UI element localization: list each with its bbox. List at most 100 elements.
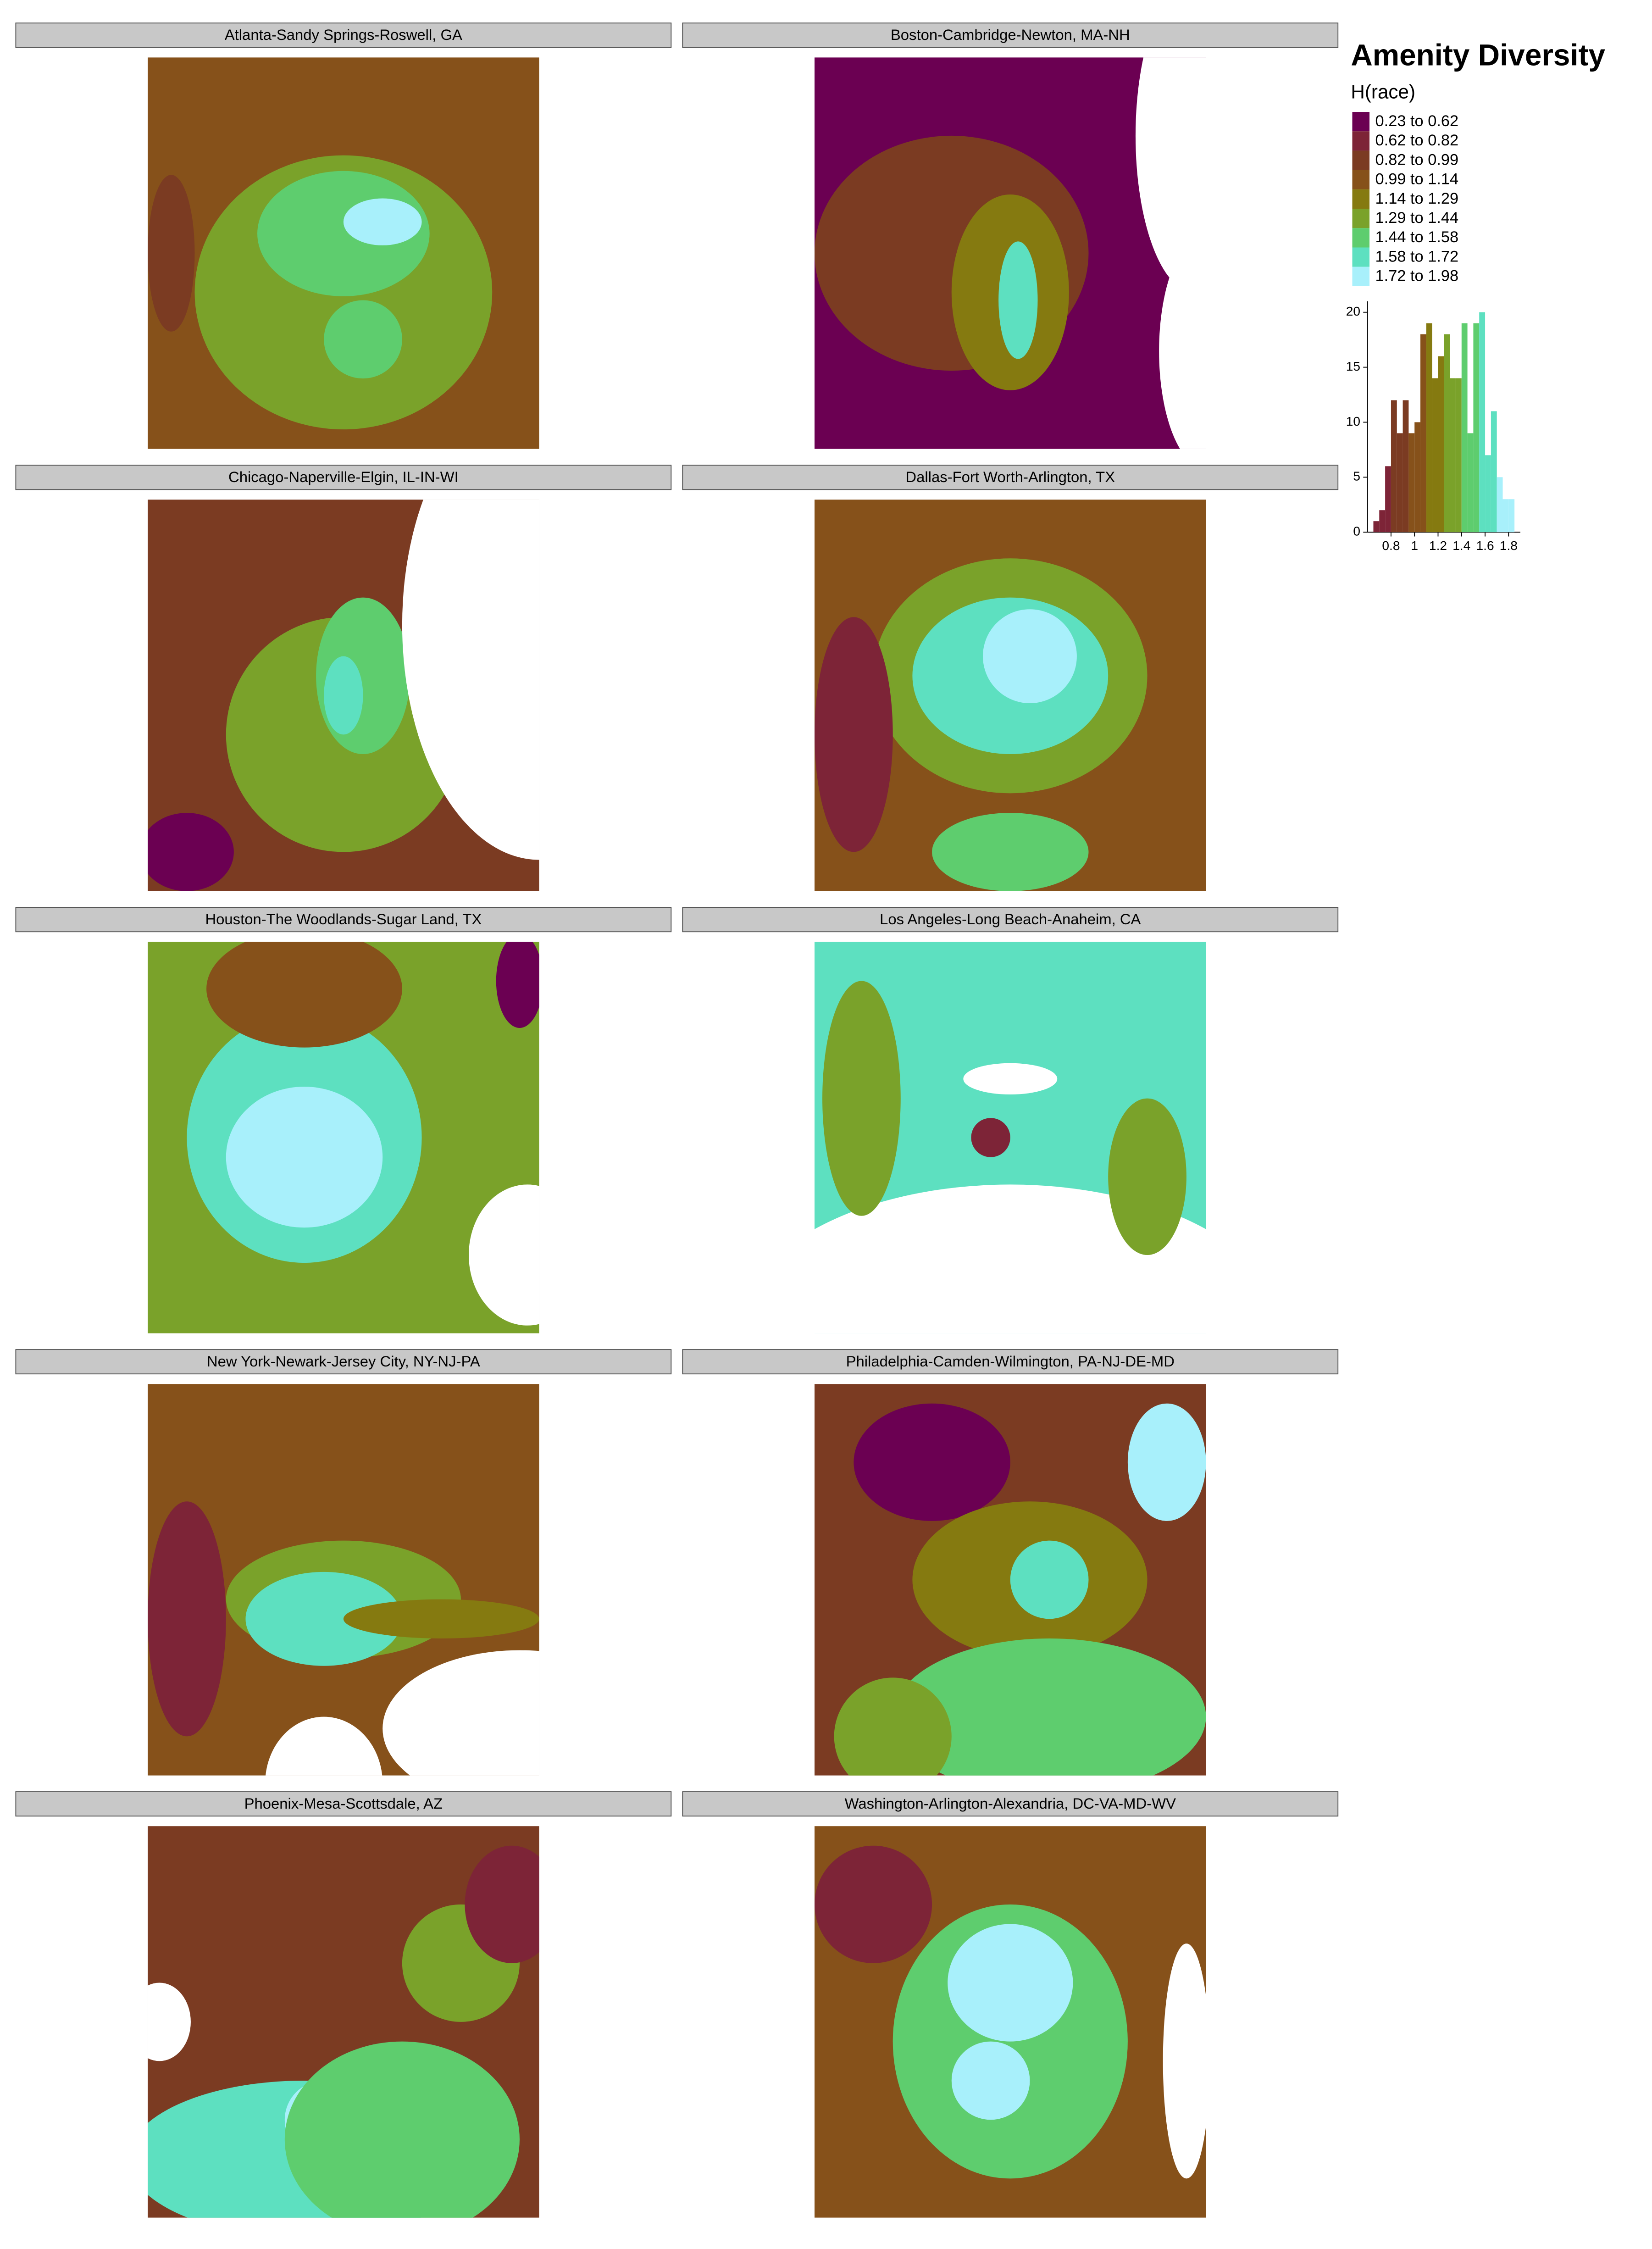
bar: [1385, 466, 1391, 533]
x-tick-label: 1.8: [1500, 539, 1518, 553]
legend-swatch: [1352, 189, 1370, 209]
legend-swatch: [1352, 228, 1370, 248]
region: [932, 813, 1089, 891]
region: [834, 1677, 952, 1776]
panel-title: Boston-Cambridge-Newton, MA-NH: [891, 26, 1130, 43]
region: [951, 2041, 1030, 2120]
legend-label: 0.82 to 0.99: [1375, 151, 1459, 168]
x-tick-label: 1.4: [1452, 539, 1470, 553]
map: [814, 942, 1206, 1333]
legend-label: 1.44 to 1.58: [1375, 228, 1459, 246]
bar: [1444, 334, 1450, 533]
region: [1108, 1098, 1186, 1255]
strip: [682, 1791, 1339, 1817]
bar: [1397, 433, 1403, 533]
x-tick-label: 1: [1411, 539, 1418, 553]
panel-title: Phoenix-Mesa-Scottsdale, AZ: [244, 1795, 443, 1812]
bar: [1373, 521, 1380, 533]
strip: [15, 1791, 672, 1817]
region: [284, 2041, 520, 2218]
y-tick-label: 10: [1346, 414, 1360, 428]
panel-title: Washington-Arlington-Alexandria, DC-VA-M…: [845, 1795, 1176, 1812]
map: [814, 1384, 1206, 1776]
bar: [1461, 323, 1468, 533]
region: [324, 656, 363, 735]
bar: [1426, 323, 1432, 533]
map-body: [148, 500, 539, 891]
region: [814, 617, 893, 852]
bar: [1438, 356, 1444, 533]
map-body: [148, 1384, 539, 1776]
y-tick-label: 0: [1353, 524, 1360, 539]
map: [814, 500, 1206, 891]
strip: [682, 22, 1339, 48]
legend-swatch: [1352, 247, 1370, 267]
bar: [1497, 477, 1503, 533]
bar: [1502, 499, 1509, 533]
map: [814, 57, 1206, 449]
legend-label: 1.72 to 1.98: [1375, 267, 1459, 285]
legend-swatch: [1352, 170, 1370, 189]
bar: [1379, 510, 1386, 533]
legend-swatch: [1352, 209, 1370, 228]
legend-swatch: [1352, 150, 1370, 170]
legend-swatch: [1352, 131, 1370, 151]
region: [998, 241, 1038, 359]
water: [1135, 57, 1206, 293]
bar: [1479, 312, 1486, 533]
region: [983, 609, 1077, 704]
region: [814, 1845, 932, 1963]
region: [226, 1086, 383, 1228]
legend-title: H(race): [1351, 81, 1415, 103]
panel-title: Houston-The Woodlands-Sugar Land, TX: [205, 911, 482, 927]
water: [1159, 233, 1206, 449]
panel-title: New York-Newark-Jersey City, NY-NJ-PA: [207, 1353, 480, 1370]
panel-title: Los Angeles-Long Beach-Anaheim, CA: [880, 911, 1141, 927]
region: [893, 1638, 1206, 1776]
panel-title: Atlanta-Sandy Springs-Roswell, GA: [225, 26, 462, 43]
legend-label: 0.62 to 0.82: [1375, 132, 1459, 149]
map-body: [148, 942, 539, 1333]
map: [814, 1826, 1206, 2218]
strip: [682, 1349, 1339, 1375]
map: [148, 500, 539, 891]
strip: [15, 907, 672, 933]
region: [971, 1118, 1010, 1157]
strip: [15, 465, 672, 490]
water: [469, 1184, 539, 1326]
y-tick-label: 5: [1353, 469, 1360, 483]
map: [148, 57, 539, 449]
map: [148, 1384, 539, 1776]
legend-label: 1.14 to 1.29: [1375, 190, 1459, 207]
strip: [15, 22, 672, 48]
water: [814, 1184, 1206, 1333]
map-body: [814, 1384, 1206, 1776]
legend-swatch: [1352, 267, 1370, 286]
map-body: [814, 500, 1206, 891]
strip: [682, 907, 1339, 933]
map-body: [814, 942, 1206, 1333]
bar: [1403, 400, 1409, 533]
bar: [1414, 422, 1421, 533]
region: [148, 1501, 226, 1737]
bar: [1455, 378, 1462, 533]
bar: [1420, 334, 1426, 533]
legend-label: 1.29 to 1.44: [1375, 209, 1459, 227]
map-body: [814, 57, 1206, 449]
bar: [1432, 378, 1438, 533]
bar: [1508, 499, 1515, 533]
x-tick-label: 1.6: [1476, 539, 1494, 553]
region: [822, 981, 901, 1216]
region: [148, 175, 195, 332]
water: [383, 1650, 539, 1776]
region: [148, 813, 234, 891]
x-tick-label: 1.2: [1429, 539, 1447, 553]
water: [1163, 1944, 1206, 2179]
water: [148, 1982, 191, 2061]
region: [1010, 1540, 1089, 1619]
bar: [1491, 411, 1497, 533]
bar: [1467, 433, 1474, 533]
legend-label: 0.23 to 0.62: [1375, 112, 1459, 130]
bar: [1450, 378, 1456, 533]
water: [402, 500, 539, 860]
